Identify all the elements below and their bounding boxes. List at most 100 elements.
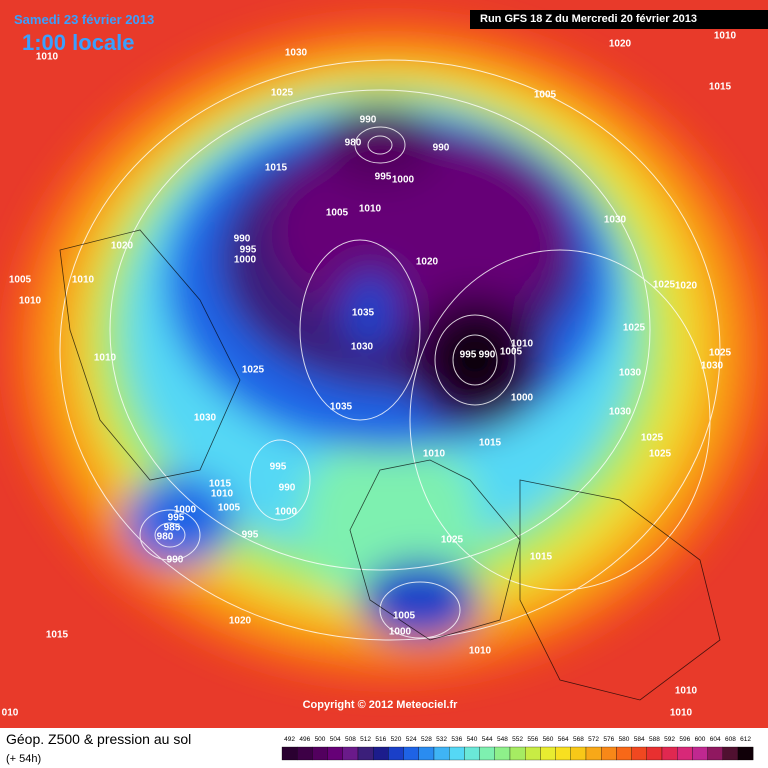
isobar-label: 1000 bbox=[511, 393, 534, 404]
colorbar-label: 536 bbox=[451, 736, 462, 743]
isobar-label: 1015 bbox=[46, 630, 69, 641]
colorbar-label: 556 bbox=[527, 736, 538, 743]
colorbar-cell bbox=[616, 746, 632, 761]
isobar-label: 1015 bbox=[530, 552, 553, 563]
colorbar-cell bbox=[433, 746, 450, 761]
colorbar-cell bbox=[555, 746, 571, 761]
isobar-label: 1025 bbox=[653, 280, 676, 291]
colorbar-label: 580 bbox=[619, 736, 630, 743]
isobar-label: 995 bbox=[242, 530, 259, 541]
colorbar-cell bbox=[327, 746, 343, 761]
isobar-label: 990 bbox=[167, 555, 184, 566]
isobar-label: 1015 bbox=[709, 82, 732, 93]
isobar-label: 1000 bbox=[275, 507, 298, 518]
colorbar-label: 512 bbox=[360, 736, 371, 743]
colorbar-cell bbox=[464, 746, 480, 761]
colorbar-label: 496 bbox=[299, 736, 310, 743]
isobar-label: 990 bbox=[279, 483, 296, 494]
colorbar-cell bbox=[297, 746, 313, 761]
isobar-label: 1030 bbox=[701, 361, 724, 372]
isobar-label: 1020 bbox=[111, 241, 134, 252]
colorbar-label: 588 bbox=[649, 736, 660, 743]
isobar-label: 990 bbox=[433, 143, 450, 154]
isobar-label: 1000 bbox=[234, 255, 257, 266]
colorbar-label: 612 bbox=[740, 736, 751, 743]
isobar-label: 1030 bbox=[619, 368, 642, 379]
isobar-label: 1020 bbox=[609, 39, 632, 50]
isobar-label: 1010 bbox=[36, 52, 59, 63]
isobar-label: 1010 bbox=[423, 449, 446, 460]
isobar-label: 1025 bbox=[441, 535, 464, 546]
isobar-label: 1025 bbox=[641, 433, 664, 444]
colorbar-cell bbox=[692, 746, 708, 761]
colorbar-cell bbox=[631, 746, 647, 761]
colorbar-cell bbox=[509, 746, 526, 761]
colorbar-label: 604 bbox=[710, 736, 721, 743]
isobar-label: 1035 bbox=[330, 402, 353, 413]
isobar-label: 1010 bbox=[94, 353, 117, 364]
isobar-label: 1015 bbox=[479, 438, 502, 449]
colorbar-label: 508 bbox=[345, 736, 356, 743]
colorbar-cell bbox=[357, 746, 374, 761]
isobar-label: 1020 bbox=[675, 281, 698, 292]
isobar-label: 1030 bbox=[194, 413, 217, 424]
isobar-label: 1025 bbox=[709, 348, 732, 359]
colorbar-cell bbox=[707, 746, 723, 761]
isobar-label: 1015 bbox=[209, 479, 232, 490]
isobar-label: 1010 bbox=[511, 339, 534, 350]
colorbar-cell bbox=[661, 746, 678, 761]
colorbar-label: 576 bbox=[603, 736, 614, 743]
colorbar-cell bbox=[403, 746, 419, 761]
isobar-label: 1005 bbox=[393, 611, 416, 622]
isobar-label: 1010 bbox=[675, 686, 698, 697]
isobar-label: 1010 bbox=[19, 296, 42, 307]
isobar-label: 995 bbox=[270, 462, 287, 473]
colorbar-label: 552 bbox=[512, 736, 523, 743]
colorbar-label: 584 bbox=[634, 736, 645, 743]
isobar-label: 1025 bbox=[623, 323, 646, 334]
colorbar-cell bbox=[540, 746, 556, 761]
colorbar-label: 600 bbox=[695, 736, 706, 743]
isobar-label: 1010 bbox=[72, 275, 95, 286]
isobar-label: 1015 bbox=[265, 163, 288, 174]
colorbar-cell bbox=[281, 746, 298, 761]
isobar-label: 995 bbox=[240, 245, 257, 256]
isobar-label: 1005 bbox=[326, 208, 349, 219]
isobar-label: 995 bbox=[375, 172, 392, 183]
colorbar-label: 492 bbox=[284, 736, 295, 743]
colorbar-label: 564 bbox=[558, 736, 569, 743]
colorbar-cell bbox=[342, 746, 359, 761]
colorbar-cell bbox=[449, 746, 465, 761]
run-info: Run GFS 18 Z du Mercredi 20 février 2013 bbox=[480, 13, 697, 25]
colorbar-label: 548 bbox=[497, 736, 508, 743]
colorbar-label: 572 bbox=[588, 736, 599, 743]
isobar-label: 990 bbox=[360, 115, 377, 126]
colorbar-cell bbox=[677, 746, 693, 761]
colorbar-cell bbox=[312, 746, 328, 761]
isobar-label: 995 bbox=[460, 350, 477, 361]
isobar-label: 1010 bbox=[211, 489, 234, 500]
colorbar-cell bbox=[418, 746, 435, 761]
colorbar-label: 520 bbox=[391, 736, 402, 743]
colorbar-cell bbox=[388, 746, 404, 761]
footer-title: Géop. Z500 & pression au sol bbox=[6, 731, 191, 747]
colorbar-cell bbox=[525, 746, 541, 761]
colorbar-label: 532 bbox=[436, 736, 447, 743]
isobar-label: 1025 bbox=[242, 365, 265, 376]
isobar-label: 1030 bbox=[609, 407, 632, 418]
isobar-label: 1005 bbox=[9, 275, 32, 286]
isobar-label: 1010 bbox=[359, 204, 382, 215]
colorbar-label: 500 bbox=[315, 736, 326, 743]
colorbar-label: 596 bbox=[679, 736, 690, 743]
isobar-label: 1025 bbox=[649, 449, 672, 460]
isobar-label: 990 bbox=[234, 234, 251, 245]
colorbar-label: 608 bbox=[725, 736, 736, 743]
colorbar-cell bbox=[737, 746, 754, 761]
isobar-label: 1010 bbox=[469, 646, 492, 657]
isobar-label: 1000 bbox=[174, 505, 197, 516]
isobar-label: 1030 bbox=[351, 342, 374, 353]
colorbar-label: 544 bbox=[482, 736, 493, 743]
colorbar-cell bbox=[479, 746, 495, 761]
colorbar-cell bbox=[646, 746, 663, 761]
